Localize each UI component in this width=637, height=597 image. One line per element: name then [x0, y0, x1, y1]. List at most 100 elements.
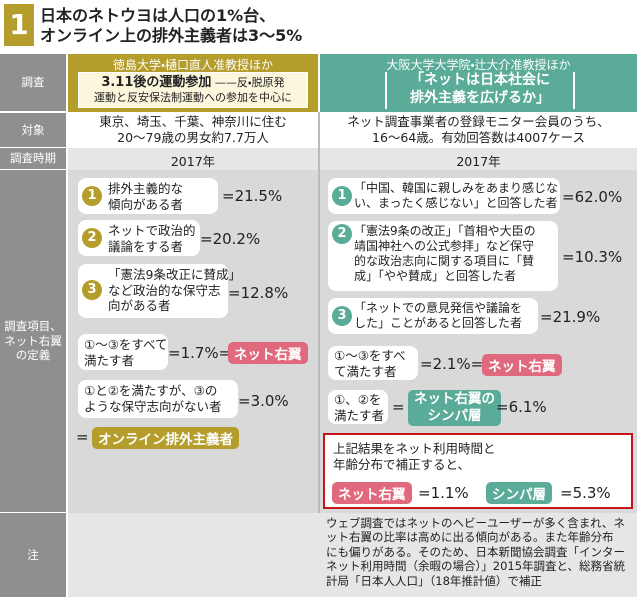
item-line: 的な政治志向に関する項目に「賛	[354, 254, 535, 268]
note-line: ウェブ調査ではネットのヘビーユーザーが多く含まれ、ネ	[326, 516, 625, 530]
item-value: =10.3%	[562, 248, 623, 266]
right-study: 「ネットは日本社会に 排外主義を広げるか」	[385, 72, 575, 109]
item-value: =21.5%	[222, 187, 283, 205]
item-box: ネットで政治的 議論をする者	[78, 220, 200, 256]
study-title: 3.11後の運動参加	[101, 75, 212, 90]
item-number: 1	[332, 186, 352, 206]
study-line: 「ネットは日本社会に	[410, 72, 550, 88]
left-period: 2017年	[170, 154, 216, 169]
row-label-line: 調査	[21, 75, 45, 90]
row-label-line: 注	[27, 547, 39, 562]
note-line: ット右翼の比率は高めに出る傾向がある。また年齢分布	[326, 530, 614, 545]
item-box: ①、②を 満たす者	[328, 390, 388, 424]
right-period: 2017年	[456, 154, 501, 169]
study-subtitle: ——反・脱原発	[214, 76, 285, 89]
item-line: ような保守志向がない者	[84, 398, 222, 414]
item-value: =1.7%=	[168, 344, 232, 362]
item-line: 傾向がある者	[108, 196, 184, 212]
item-box: 「ネットでの意見発信や議論を した」ことがあると回答した者	[328, 298, 538, 334]
item-value: =12.8%	[228, 284, 289, 302]
study-line: 運動と反安保法制運動への参加を中心に	[94, 91, 292, 105]
item-value: =2.1%=	[420, 355, 484, 373]
item-value: =3.0%	[238, 392, 289, 410]
item-number: 3	[332, 306, 352, 326]
row-label: 調査項目、 ネット右翼 の定義	[0, 170, 66, 512]
item-line: 向がある者	[108, 298, 171, 314]
row-label: 調査時期	[0, 148, 66, 169]
corrected-line: 年齢分布で補正すると、	[333, 456, 471, 472]
item-line: 「中国、韓国に親しみをあまり感じな	[354, 181, 559, 195]
row-label: 調査	[0, 54, 66, 111]
netuyo-badge: ネット右翼	[482, 354, 562, 376]
item-line: い、まったく感じない」と回答した者	[354, 196, 558, 210]
note-bg	[68, 513, 637, 597]
item-line: 成」「やや賛成」と回答した者	[354, 269, 517, 283]
item-line: ①、②を	[334, 392, 382, 407]
note-line: 計局「日本人人口」（18年推計値）で補正	[326, 573, 542, 588]
left-author: 徳島大学・樋口直人准教授ほか	[112, 58, 274, 72]
online-badge: オンライン排外主義者	[92, 427, 239, 449]
title-line: オンライン上の排外主義者は3～5%	[40, 26, 303, 45]
row-label-line: 対象	[21, 122, 45, 137]
item-line: て満たす者	[334, 363, 397, 379]
equals: =	[76, 428, 89, 446]
item-line: ①～③をすべて	[84, 337, 168, 352]
item-number: 2	[332, 224, 352, 244]
item-box: ①と②を満たすが、③の ような保守志向がない者	[78, 380, 238, 418]
item-line: ①～③をすべ	[334, 348, 406, 363]
title-line: 日本のネトウヨは人口の1%台、	[40, 6, 276, 25]
item-line: 「憲法9条の改正」「首相や大臣の	[354, 224, 536, 238]
title: 日本のネトウヨは人口の1%台、 オンライン上の排外主義者は3～5%	[40, 6, 302, 46]
item-line: 満たす者	[84, 352, 135, 368]
note-line: ネット利用時間（余暇の場合）」2015年調査と、総務省統	[326, 559, 626, 574]
item-box: ①～③をすべて満たす者	[78, 334, 168, 370]
corrected-value: =5.3%	[560, 484, 611, 502]
target-line: ネット調査事業者の登録モニター会員のうち、	[347, 114, 610, 129]
left-study: 3.11後の運動参加 ——反・脱原発 運動と反安保法制運動への参加を中心に	[78, 72, 308, 108]
target-line: 20～79歳の男女約7.7万人	[117, 129, 269, 145]
item-number: 3	[82, 280, 102, 300]
corrected-line: 上記結果をネット利用時間と	[333, 441, 496, 456]
item-value: =62.0%	[562, 188, 623, 206]
item-number: 1	[82, 186, 102, 206]
item-line: 排外主義的な	[108, 181, 184, 196]
item-box: ①～③をすべて満たす者	[328, 346, 418, 380]
section-number: 1	[4, 4, 34, 46]
item-line: など政治的な保守志	[108, 282, 221, 298]
right-target: ネット調査事業者の登録モニター会員のうち、 16～64歳。有効回答数は4007ケ…	[320, 114, 637, 145]
item-number: 2	[82, 228, 102, 248]
item-value: =20.2%	[200, 230, 261, 248]
divider	[318, 112, 320, 597]
equals: =	[392, 398, 405, 416]
row-label-line: 調査時期	[10, 151, 56, 166]
right-author: 大阪大学大学院・辻大介准教授ほか	[386, 58, 571, 72]
period-bg	[68, 148, 637, 170]
item-box: 「中国、韓国に親しみをあまり感じな い、まったく感じない」と回答した者	[328, 178, 560, 214]
item-value: =6.1%	[496, 398, 547, 416]
corrected-value: =1.1%	[418, 484, 469, 502]
item-line: 「ネットでの意見発信や議論を	[354, 301, 523, 315]
item-box: 「憲法9条の改正」「首相や大臣の 靖国神社への公式参拝」など保守 的な政治志向に関す…	[328, 221, 558, 291]
item-line: 「憲法9条改正に賛成」	[108, 267, 241, 282]
item-line: ①と②を満たすが、③の	[84, 383, 218, 398]
item-value: =21.9%	[540, 308, 601, 326]
badge-line: ネット右翼の	[414, 391, 495, 407]
badge-line: シンパ層	[427, 407, 482, 424]
target-line: 16～64歳。有効回答数は4007ケース	[372, 129, 585, 145]
left-target: 東京、埼玉、千葉、神奈川に住む 20～79歳の男女約7.7万人	[68, 114, 318, 145]
sympathizer-badge: シンパ層	[486, 482, 552, 504]
row-label-line: の定義	[15, 348, 51, 363]
note: ウェブ調査ではネットのヘビーユーザーが多く含まれ、ネ ット右翼の比率は高めに出る…	[326, 516, 634, 588]
netuyo-badge: ネット右翼	[332, 482, 412, 504]
study-line: 排外主義を広げるか」	[410, 89, 550, 106]
sympathizer-badge: ネット右翼の シンパ層	[408, 390, 501, 426]
row-label-line: ネット右翼	[4, 333, 62, 348]
target-line: 東京、埼玉、千葉、神奈川に住む	[99, 114, 287, 129]
item-line: した」ことがあると回答した者	[354, 316, 523, 330]
row-label: 対象	[0, 113, 66, 147]
study-line: 3.11後の運動参加 ——反・脱原発	[79, 75, 307, 91]
row-label: 注	[0, 513, 66, 597]
item-line: 靖国神社への公式参拝」など保守	[354, 239, 535, 253]
item-box: 「憲法9条改正に賛成」 など政治的な保守志 向がある者	[78, 264, 241, 318]
